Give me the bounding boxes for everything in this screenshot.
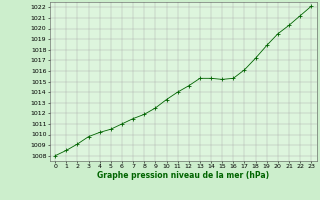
X-axis label: Graphe pression niveau de la mer (hPa): Graphe pression niveau de la mer (hPa): [97, 171, 269, 180]
